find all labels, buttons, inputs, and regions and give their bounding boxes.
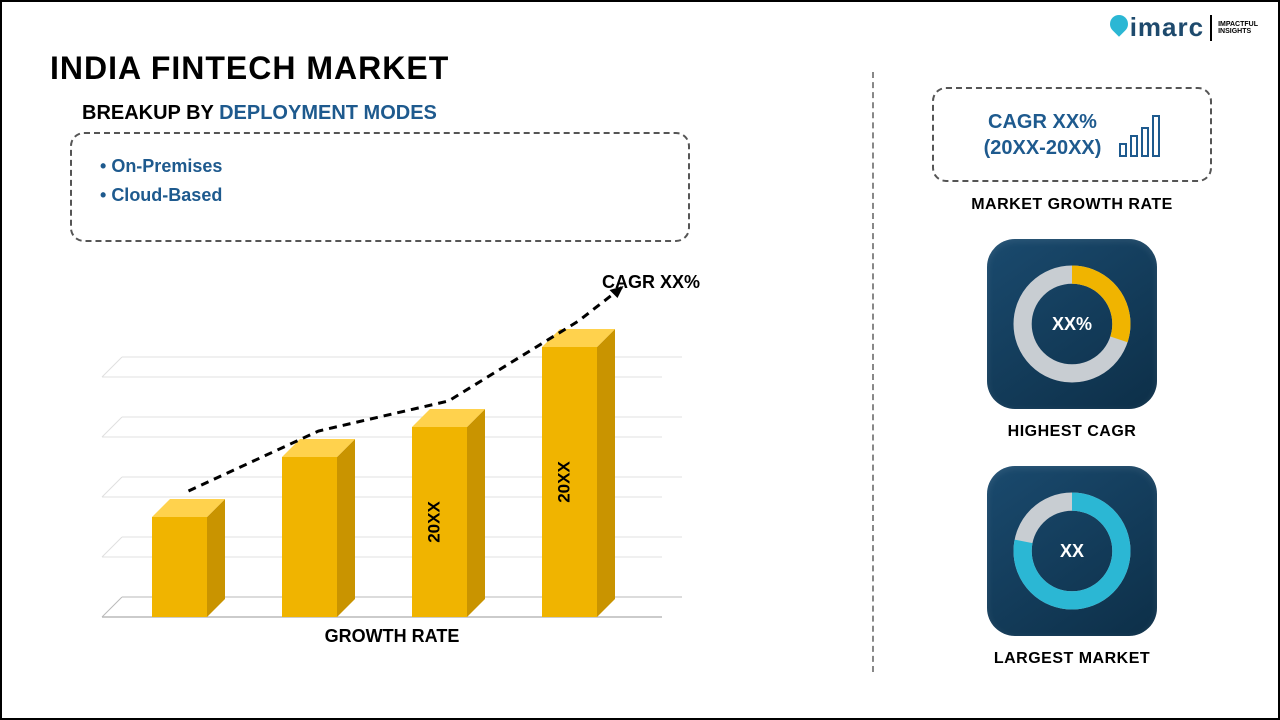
growth-rate-label: MARKET GROWTH RATE [971,196,1173,214]
logo-divider [1210,15,1212,41]
svg-text:20XX: 20XX [555,461,574,503]
deployment-item: • Cloud-Based [100,181,660,210]
largest-market-value: XX [1060,541,1084,562]
right-metrics-column: CAGR XX% (20XX-20XX) MARKET GROWTH RATE … [902,87,1242,668]
mini-bars-icon [1119,112,1160,157]
page-title: INDIA FINTECH MARKET [50,50,449,87]
growth-bar-chart: 20XX 20XX GROWTH RATE [72,277,712,657]
brand-logo: imarc IMPACTFUL INSIGHTS [1110,12,1258,43]
highest-cagr-value: XX% [1052,314,1092,335]
mini-bar [1119,143,1127,157]
highest-cagr-label: HIGHEST CAGR [1008,423,1137,441]
subtitle-prefix: BREAKUP BY [82,102,219,124]
breakup-subtitle: BREAKUP BY DEPLOYMENT MODES [82,102,437,125]
highest-cagr-card: XX% [987,239,1157,409]
logo-text: imarc [1130,12,1204,43]
mini-bar [1141,127,1149,157]
largest-market-label: LARGEST MARKET [994,650,1150,668]
logo-subtitle: IMPACTFUL INSIGHTS [1218,21,1258,35]
trend-arrow-icon [610,286,624,298]
chart-xaxis-label: GROWTH RATE [325,626,460,647]
chart-svg: 20XX 20XX [72,277,712,657]
growth-rate-text: CAGR XX% (20XX-20XX) [984,109,1102,161]
logo-accent-icon [1106,11,1131,36]
market-growth-box: CAGR XX% (20XX-20XX) [932,87,1212,182]
chart-bars: 20XX 20XX [152,329,615,617]
mini-bar [1130,135,1138,157]
deployment-modes-box: • On-Premises • Cloud-Based [70,132,690,242]
mini-bar [1152,115,1160,157]
vertical-divider [872,72,874,672]
subtitle-accent: DEPLOYMENT MODES [219,102,437,124]
deployment-item: • On-Premises [100,152,660,181]
svg-text:20XX: 20XX [425,501,444,543]
largest-market-card: XX [987,466,1157,636]
